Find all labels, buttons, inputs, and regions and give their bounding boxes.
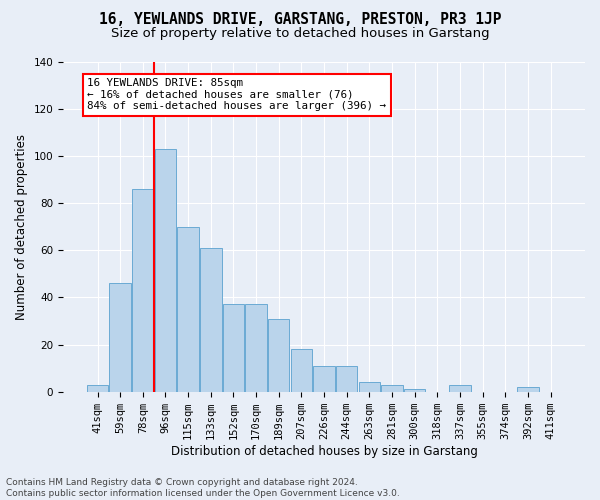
Bar (359, 382, 380, 392)
Bar (87, 384, 108, 392)
Bar (178, 226, 199, 392)
Bar (313, 366, 335, 392)
Text: Size of property relative to detached houses in Garstang: Size of property relative to detached ho… (110, 28, 490, 40)
Bar (290, 350, 312, 392)
Bar (109, 283, 131, 392)
Text: 16, YEWLANDS DRIVE, GARSTANG, PRESTON, PR3 1JP: 16, YEWLANDS DRIVE, GARSTANG, PRESTON, P… (99, 12, 501, 28)
X-axis label: Distribution of detached houses by size in Garstang: Distribution of detached houses by size … (170, 444, 478, 458)
Y-axis label: Number of detached properties: Number of detached properties (15, 134, 28, 320)
Bar (155, 149, 176, 392)
Bar (404, 390, 425, 392)
Bar (223, 304, 244, 392)
Bar (381, 384, 403, 392)
Text: Contains HM Land Registry data © Crown copyright and database right 2024.
Contai: Contains HM Land Registry data © Crown c… (6, 478, 400, 498)
Bar (132, 189, 154, 392)
Bar (449, 384, 470, 392)
Bar (200, 248, 221, 392)
Bar (245, 304, 267, 392)
Bar (517, 387, 539, 392)
Bar (268, 318, 289, 392)
Bar (336, 366, 358, 392)
Text: 16 YEWLANDS DRIVE: 85sqm
← 16% of detached houses are smaller (76)
84% of semi-d: 16 YEWLANDS DRIVE: 85sqm ← 16% of detach… (88, 78, 386, 111)
